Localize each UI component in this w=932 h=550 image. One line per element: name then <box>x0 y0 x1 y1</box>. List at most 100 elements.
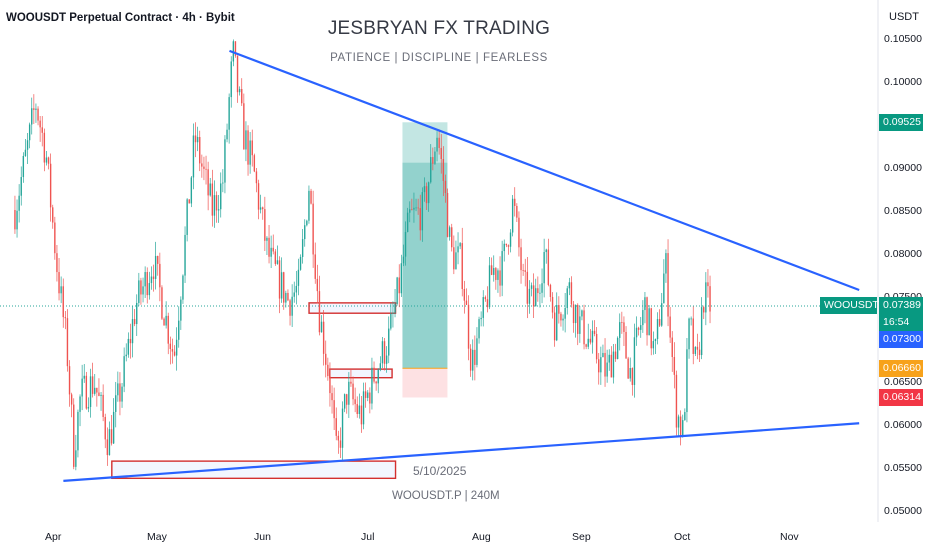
candle-body <box>438 137 440 148</box>
support-resistance-zone <box>329 368 393 379</box>
candle-body <box>616 337 619 359</box>
candle-body <box>123 356 125 387</box>
candle-body <box>259 207 262 210</box>
candle-body <box>127 338 130 355</box>
candle-body <box>192 135 195 178</box>
candle-body <box>94 387 96 394</box>
candle-body <box>463 288 466 301</box>
candle-body <box>115 395 117 412</box>
candle-body <box>31 108 33 125</box>
candle-body <box>247 130 249 165</box>
candle-body <box>110 429 113 444</box>
candle-body <box>455 252 457 270</box>
candle-body <box>20 177 22 196</box>
candle-body <box>241 89 243 104</box>
candle-body <box>705 282 707 313</box>
candle-body <box>117 383 119 396</box>
candle-body <box>549 284 552 297</box>
candle-body <box>337 435 340 441</box>
x-tick: Aug <box>472 531 491 543</box>
candle-body <box>635 327 638 338</box>
candle-body <box>341 408 344 448</box>
candle-body <box>140 280 142 295</box>
candle-body <box>465 300 468 305</box>
candle-body <box>83 375 85 379</box>
candle-body <box>388 328 390 356</box>
candle-body <box>654 339 657 342</box>
candle-body <box>251 140 253 156</box>
candle-body <box>478 319 480 339</box>
candle-body <box>283 272 285 303</box>
candle-body <box>472 349 474 371</box>
candle-body <box>62 286 64 318</box>
watermark-symbol: WOOUSDT.P | 240M <box>392 490 500 502</box>
candle-body <box>560 313 562 321</box>
candle-body <box>142 286 144 295</box>
candle-body <box>163 318 165 326</box>
candle-body <box>570 282 573 305</box>
candle-body <box>173 351 176 356</box>
candle-body <box>532 285 535 307</box>
candle-body <box>421 192 424 231</box>
candle-body <box>81 378 83 397</box>
candle-body <box>89 376 92 407</box>
candle-body <box>104 416 106 440</box>
candle-body <box>276 260 279 264</box>
candle-body <box>138 280 140 303</box>
candle-body <box>199 136 201 164</box>
candle-body <box>598 359 600 373</box>
candle-body <box>553 312 556 341</box>
candle-body <box>669 316 671 338</box>
stop-price-label: 0.06314 <box>879 389 923 406</box>
candle-body <box>663 273 665 304</box>
candle-body <box>398 277 400 294</box>
candle-body <box>159 263 161 288</box>
candle-body <box>209 183 211 196</box>
candle-body <box>287 292 289 301</box>
y-tick: 0.08000 <box>884 248 922 260</box>
currency-label[interactable]: USDT <box>889 11 919 23</box>
candle-body <box>291 296 293 316</box>
candle-body <box>499 270 501 286</box>
candle-body <box>457 246 459 253</box>
candle-body <box>453 247 455 270</box>
candle-body <box>667 253 669 317</box>
candle-body <box>316 278 319 292</box>
candle-body <box>467 304 470 349</box>
candle-body <box>404 231 407 257</box>
candle-body <box>541 283 543 293</box>
candle-body <box>579 316 581 334</box>
candle-body <box>530 285 533 289</box>
candle-body <box>56 253 58 273</box>
candle-body <box>703 307 705 313</box>
candle-body <box>96 387 98 393</box>
candle-body <box>188 199 190 204</box>
candle-body <box>49 163 52 208</box>
candle-body <box>658 319 661 326</box>
stop-zone <box>402 368 448 398</box>
candle-body <box>85 375 88 409</box>
candle-body <box>690 318 692 320</box>
candle-body <box>608 354 610 363</box>
candle-body <box>461 243 463 289</box>
candle-body <box>348 381 350 405</box>
candle-body <box>526 271 529 304</box>
candle-body <box>77 411 79 451</box>
candle-body <box>482 297 484 318</box>
candle-body <box>503 243 505 252</box>
candle-body <box>167 315 169 344</box>
y-tick: 0.05000 <box>884 505 922 517</box>
candle-body <box>226 129 228 140</box>
candle-body <box>274 251 277 264</box>
candle-body <box>26 140 29 150</box>
candle-body <box>161 287 163 319</box>
chart-title: WOOUSDT Perpetual Contract · 4h · Bybit <box>6 12 235 24</box>
candle-body <box>64 317 67 319</box>
candle-body <box>58 272 60 294</box>
candle-body <box>184 234 186 276</box>
candle-body <box>528 288 531 304</box>
candle-body <box>514 198 516 206</box>
candle-body <box>364 391 367 398</box>
candle-body <box>37 108 39 121</box>
